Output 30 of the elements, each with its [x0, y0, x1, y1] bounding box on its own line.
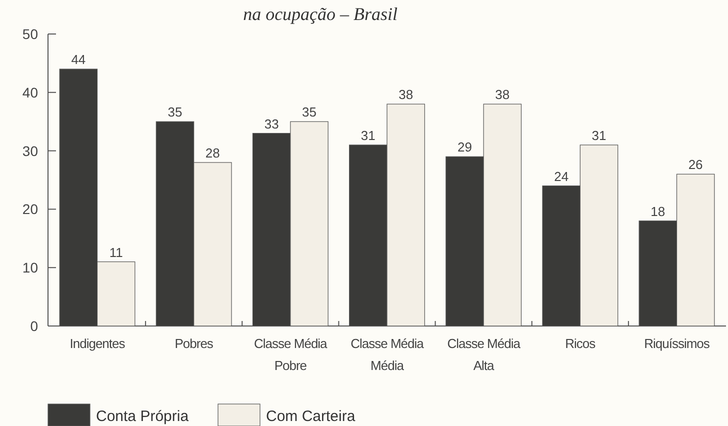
y-tick-label: 50	[22, 26, 38, 42]
data-label: 18	[650, 204, 666, 219]
y-tick-label: 10	[22, 260, 38, 276]
data-label: 11	[109, 244, 123, 260]
x-tick-label: Pobres	[174, 336, 214, 351]
data-label: 38	[495, 87, 510, 102]
chart-title: na ocupação – Brasil	[243, 4, 398, 24]
x-tick-label: Classe Média Pobre	[254, 336, 328, 373]
y-tick-label: 40	[22, 84, 38, 100]
y-tick-label: 30	[22, 142, 38, 159]
data-label: 26	[688, 157, 703, 172]
data-label: 31	[592, 128, 606, 143]
x-tick-label: Riquíssimos	[644, 336, 710, 351]
data-label: 24	[554, 168, 569, 184]
x-tick-label: Indigentes	[70, 336, 126, 351]
data-label: 29	[458, 140, 472, 155]
data-label: 31	[360, 128, 376, 143]
x-tick-label: Classe Média Alta	[447, 336, 522, 373]
y-tick-label: 20	[22, 201, 38, 218]
legend-label: Com Carteira	[266, 408, 356, 425]
legend-label: Conta Própria	[96, 408, 190, 425]
data-label: 44	[71, 52, 86, 68]
data-label: 28	[205, 145, 220, 160]
data-label: 38	[398, 87, 414, 102]
y-tick-label: 0	[30, 318, 38, 334]
data-label: 33	[264, 116, 279, 132]
x-tick-label: Classe Média Média	[350, 336, 425, 373]
data-label: 35	[302, 104, 316, 120]
data-label: 35	[168, 104, 182, 120]
x-tick-label: Ricos	[565, 336, 596, 351]
